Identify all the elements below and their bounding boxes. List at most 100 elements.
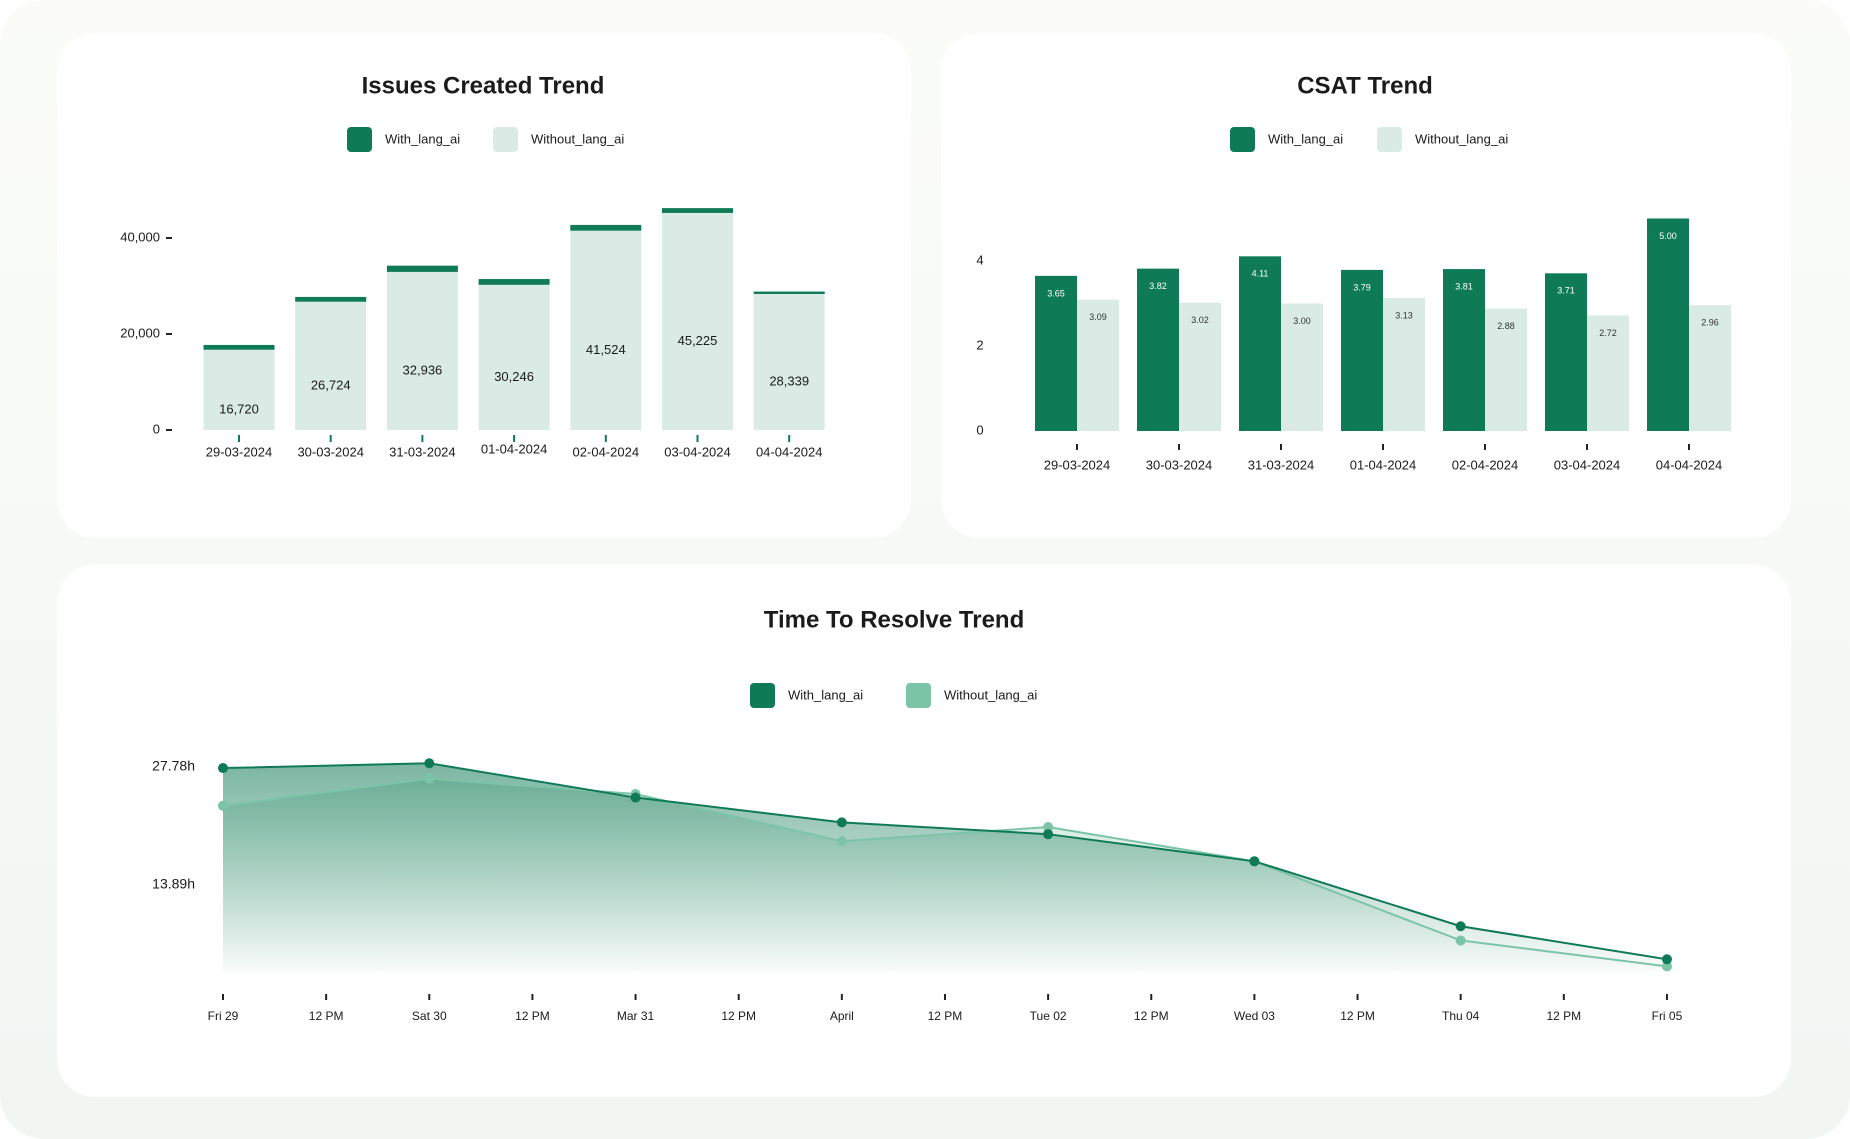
y-tick-label: 0 [153,421,160,436]
bar [1035,275,1077,431]
data-label: 5.00 [1659,231,1677,241]
x-tick-label: 03-04-2024 [664,444,731,459]
bar [1137,268,1179,431]
point [1043,829,1054,840]
data-label: 3.71 [1557,286,1575,296]
x-tick-label: 02-04-2024 [573,444,640,459]
legend-swatch [1377,127,1402,152]
legend-swatch [906,683,931,708]
bar [1341,269,1383,431]
point [1455,935,1466,946]
data-label: 41,524 [586,342,626,357]
data-label: 30,246 [494,369,534,384]
data-label: 4.11 [1252,269,1269,279]
legend-label: With_lang_ai [788,687,863,702]
x-tick-label: 12 PM [928,1009,963,1023]
data-label: 32,936 [403,362,443,377]
x-tick-label: 31-03-2024 [1248,457,1315,472]
point [218,763,228,774]
legend-swatch [347,127,372,152]
bar-segment [570,230,642,430]
point [836,836,847,847]
data-label: 3.79 [1353,282,1371,292]
bar-segment [478,284,550,430]
data-label: 3.81 [1455,281,1473,291]
x-tick-label: 01-04-2024 [481,441,548,456]
data-label: 3.65 [1047,288,1065,298]
x-tick-label: 12 PM [1546,1009,1581,1023]
data-label: 26,724 [311,377,351,392]
data-label: 2.96 [1701,318,1719,328]
bar-segment [203,349,275,430]
line [222,777,1668,968]
bar [1281,303,1323,431]
bar-segment [662,208,733,213]
chart-title: Issues Created Trend [362,72,605,99]
charts: Issues Created Trend With_lang_ai Without_… [120,72,1731,1023]
point [424,773,435,784]
bar-segment [662,212,733,430]
bar [1545,273,1587,431]
bar [1443,269,1485,431]
x-tick-label: 12 PM [1134,1009,1169,1023]
bar-segment [478,279,550,285]
bar-segment [295,296,367,302]
point [1661,961,1672,972]
point [424,758,435,769]
x-tick-label: 03-04-2024 [1554,457,1621,472]
x-tick-label: 30-03-2024 [1146,457,1213,472]
chart-title: Time To Resolve Trend [764,606,1025,633]
x-tick-label: 12 PM [1340,1009,1375,1023]
x-tick-label: 29-03-2024 [1044,457,1111,472]
y-tick-label: 40,000 [120,229,160,244]
x-tick-label: 04-04-2024 [1656,457,1723,472]
bar-segment [753,293,825,430]
bar-segment [203,344,275,350]
point [1249,856,1260,867]
x-tick-label: 02-04-2024 [1452,457,1519,472]
x-tick-label: Tue 02 [1030,1009,1067,1023]
bar-segment [753,291,825,294]
bar [1077,299,1119,431]
y-tick-label: 0 [976,422,983,437]
point [630,792,641,803]
y-tick-label: 13.89h [152,876,195,892]
bar-segment [295,301,367,430]
legend-swatch [493,127,518,152]
x-tick-label: Wed 03 [1234,1009,1275,1023]
x-tick-label: 30-03-2024 [297,444,364,459]
bar [1383,297,1425,431]
bar [1179,302,1221,431]
x-tick-label: 04-04-2024 [756,444,823,459]
y-tick-label: 4 [976,252,983,267]
data-label: 45,225 [678,333,718,348]
x-tick-label: 29-03-2024 [206,444,273,459]
x-tick-label: Thu 04 [1442,1009,1480,1023]
area [223,763,1667,972]
legend-label: With_lang_ai [385,131,460,146]
bar [1239,256,1281,431]
data-label: 2.88 [1497,321,1515,331]
legend-swatch [750,683,775,708]
x-tick-label: 12 PM [309,1009,344,1023]
legend-label: Without_lang_ai [531,131,624,146]
data-label: 3.00 [1293,316,1311,326]
bar-segment [386,271,458,430]
data-label: 3.02 [1191,315,1209,325]
x-tick-label: April [830,1009,854,1023]
data-label: 3.09 [1089,312,1107,322]
line [222,762,1668,961]
data-label: 3.13 [1395,310,1413,320]
x-tick-label: 12 PM [515,1009,550,1023]
legend-label: With_lang_ai [1268,131,1343,146]
x-tick-label: 12 PM [721,1009,756,1023]
x-tick-label: Fri 05 [1652,1009,1683,1023]
y-tick-label: 2 [976,337,983,352]
bar [1485,308,1527,431]
bar [1647,218,1689,431]
data-label: 16,720 [219,401,259,416]
legend-label: Without_lang_ai [1415,131,1508,146]
legend-swatch [1230,127,1255,152]
point [1661,954,1672,965]
